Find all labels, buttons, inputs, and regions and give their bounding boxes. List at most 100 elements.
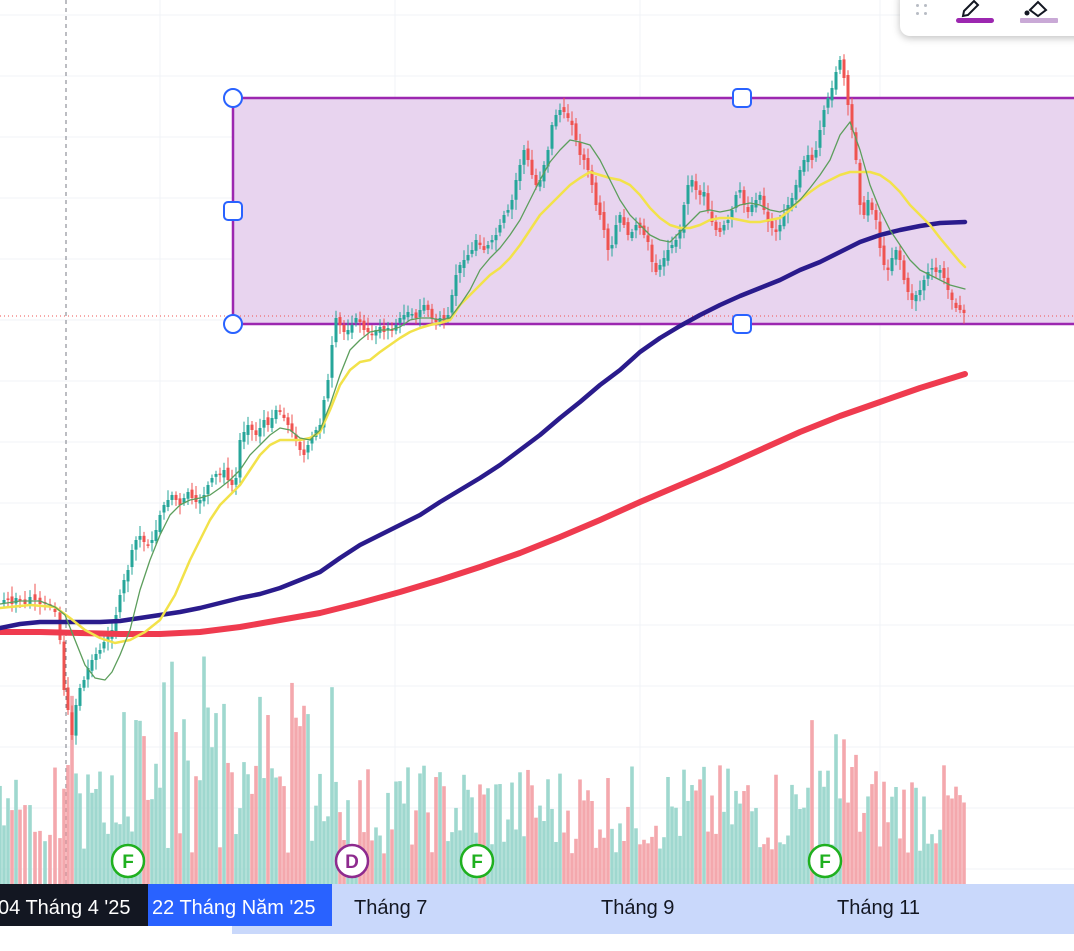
- volume-bar: [18, 809, 22, 884]
- volume-bar: [826, 770, 830, 884]
- volume-bar: [442, 786, 446, 884]
- volume-bar: [906, 852, 910, 884]
- volume-bar: [698, 779, 702, 884]
- volume-bar: [394, 781, 398, 884]
- candle-body: [590, 170, 594, 185]
- volume-bar: [518, 772, 522, 884]
- candle-body: [650, 244, 654, 262]
- volume-bar: [770, 849, 774, 884]
- volume-bar: [214, 713, 218, 884]
- fill-bucket-icon[interactable]: [1020, 0, 1060, 24]
- candle-body: [298, 441, 302, 450]
- candle-body: [686, 185, 690, 204]
- candle-body: [410, 314, 414, 316]
- candle-body: [346, 330, 350, 335]
- volume-bar: [562, 832, 566, 884]
- volume-bar: [690, 785, 694, 884]
- volume-bar: [262, 778, 266, 884]
- volume-bar: [146, 799, 150, 884]
- candle-body: [570, 120, 574, 125]
- volume-bar: [274, 777, 278, 884]
- volume-bar: [710, 795, 714, 884]
- drag-handle-icon[interactable]: [914, 2, 930, 18]
- volume-bar: [346, 800, 350, 884]
- volume-bar: [282, 786, 286, 884]
- candle-body: [846, 75, 850, 105]
- candle-body: [790, 198, 794, 208]
- volume-bar: [366, 769, 370, 884]
- volume-bar: [478, 784, 482, 884]
- candle-body: [902, 260, 906, 280]
- candle-body: [678, 230, 682, 239]
- volume-bar: [170, 661, 174, 884]
- candle-body: [14, 598, 18, 604]
- candle-body: [474, 240, 478, 251]
- volume-bar: [358, 780, 362, 884]
- volume-bar: [494, 784, 498, 884]
- candle-body: [2, 600, 6, 603]
- volume-bar: [122, 712, 126, 884]
- volume-bar: [6, 798, 10, 884]
- event-marker-label: F: [122, 852, 134, 873]
- candle-body: [350, 325, 354, 333]
- candle-body: [838, 60, 842, 70]
- candle-body: [762, 195, 766, 210]
- volume-bar: [434, 777, 438, 884]
- candle-body: [750, 205, 754, 213]
- event-marker-label: D: [345, 852, 359, 873]
- volume-bar: [322, 821, 326, 884]
- volume-bar: [958, 795, 962, 884]
- volume-bar: [506, 819, 510, 884]
- volume-bar: [866, 796, 870, 884]
- volume-bar: [774, 774, 778, 884]
- resize-handle-corner: [223, 314, 243, 334]
- volume-bar: [78, 793, 82, 884]
- volume-bar: [850, 767, 854, 884]
- candle-body: [150, 540, 154, 543]
- volume-bar: [370, 840, 374, 884]
- candle-body: [854, 132, 858, 160]
- volume-bar: [43, 841, 47, 884]
- volume-bar: [610, 828, 614, 884]
- volume-bar: [294, 717, 298, 884]
- resize-handle-side: [732, 314, 752, 334]
- candle-body: [574, 123, 578, 140]
- volume-bar: [58, 838, 62, 884]
- volume-bar: [614, 852, 618, 884]
- volume-bar: [858, 831, 862, 884]
- volume-bar: [470, 797, 474, 884]
- rectangle-handles[interactable]: [223, 88, 752, 334]
- candle-body: [782, 215, 786, 227]
- candle-body: [53, 608, 57, 612]
- volume-bar: [458, 830, 462, 884]
- candle-body: [534, 174, 538, 185]
- candle-body: [302, 449, 306, 455]
- candle-body: [98, 650, 102, 654]
- volume-bar: [750, 811, 754, 884]
- candle-body: [934, 267, 938, 272]
- candle-body: [926, 272, 930, 279]
- candle-body: [930, 268, 934, 270]
- candle-body: [258, 428, 262, 437]
- candle-body: [482, 246, 486, 250]
- candle-body: [266, 417, 270, 425]
- pencil-icon[interactable]: [956, 0, 996, 24]
- candle-body: [506, 210, 510, 213]
- volume-bar: [198, 780, 202, 884]
- volume-bar: [722, 811, 726, 884]
- volume-bar: [270, 768, 274, 884]
- candle-body: [358, 319, 362, 322]
- volume-bar: [446, 841, 450, 884]
- candle-body: [622, 217, 626, 225]
- candle-body: [94, 654, 98, 660]
- candle-body: [470, 250, 474, 254]
- candle-body: [586, 158, 590, 170]
- volume-bar: [794, 794, 798, 884]
- candle-body: [566, 113, 570, 118]
- candle-body: [514, 180, 518, 200]
- candle-body: [794, 185, 798, 200]
- candle-body: [730, 210, 734, 220]
- volume-bar: [646, 843, 650, 884]
- candle-body: [274, 410, 278, 420]
